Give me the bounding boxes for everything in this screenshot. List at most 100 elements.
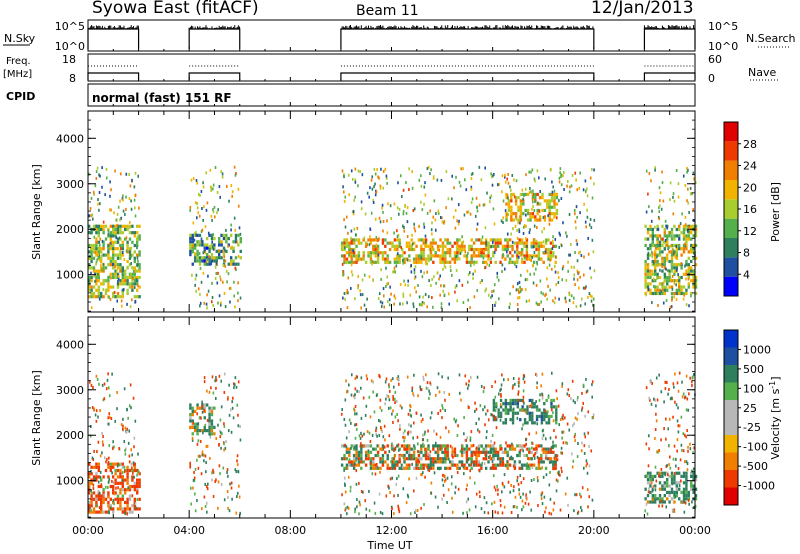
heatmap-cell <box>521 252 524 256</box>
heatmap-cell <box>465 444 469 448</box>
heatmap-cell <box>383 445 386 449</box>
heatmap-cell <box>344 398 347 402</box>
heatmap-cell <box>101 431 103 435</box>
heatmap-cell <box>344 246 346 250</box>
heatmap-cell <box>692 285 695 289</box>
heatmap-cell <box>355 427 358 431</box>
heatmap-cell <box>550 167 552 171</box>
heatmap-cell <box>220 405 223 409</box>
heatmap-cell <box>234 305 236 309</box>
heatmap-cell <box>693 505 695 509</box>
heatmap-cell <box>675 481 679 485</box>
heatmap-cell <box>513 460 517 464</box>
heatmap-cell <box>413 271 416 275</box>
heatmap-cell <box>95 497 98 501</box>
heatmap-cell <box>535 372 537 376</box>
heatmap-cell <box>557 280 560 284</box>
nsky-interval <box>188 28 241 49</box>
heatmap-cell <box>367 444 370 448</box>
heatmap-cell <box>340 241 344 245</box>
heatmap-cell <box>538 196 542 200</box>
heatmap-cell <box>542 450 545 454</box>
heatmap-cell <box>421 208 424 212</box>
heatmap-cell <box>121 253 124 257</box>
heatmap-cell <box>133 295 136 299</box>
heatmap-cell <box>344 297 346 301</box>
heatmap-cell <box>360 207 363 211</box>
heatmap-cell <box>131 466 133 470</box>
heatmap-cell <box>506 213 508 217</box>
heatmap-cell <box>663 471 667 475</box>
heatmap-cell <box>524 256 526 260</box>
heatmap-cell <box>466 436 469 440</box>
heatmap-cell <box>386 260 389 264</box>
heatmap-cell <box>576 278 579 282</box>
heatmap-cell <box>644 509 647 513</box>
heatmap-cell <box>561 267 564 271</box>
heatmap-cell <box>502 402 505 406</box>
heatmap-cell <box>553 467 555 471</box>
heatmap-cell <box>215 378 218 382</box>
freq-trace <box>87 65 696 80</box>
heatmap-cell <box>694 181 697 185</box>
heatmap-cell <box>116 253 120 257</box>
heatmap-cell <box>658 481 662 485</box>
heatmap-cell <box>201 243 204 247</box>
heatmap-cell <box>448 460 452 464</box>
heatmap-cell <box>90 497 93 501</box>
heatmap-cell <box>688 210 690 214</box>
heatmap-cell <box>675 471 679 475</box>
heatmap-cell <box>647 192 649 196</box>
heatmap-cell <box>417 442 419 446</box>
heatmap-cell <box>233 216 236 220</box>
heatmap-cell <box>506 453 509 458</box>
heatmap-cell <box>552 463 555 467</box>
heatmap-cell <box>584 179 587 183</box>
heatmap-cell <box>519 205 523 209</box>
heatmap-cell <box>193 492 196 496</box>
heatmap-cell <box>202 181 204 185</box>
heatmap-cell <box>572 459 575 463</box>
heatmap-cell <box>403 453 406 458</box>
heatmap-cell <box>516 416 519 420</box>
heatmap-cell <box>427 466 430 470</box>
heatmap-cell <box>350 238 353 242</box>
heatmap-cell <box>119 491 122 495</box>
heatmap-cell <box>651 381 653 385</box>
heatmap-cell <box>470 247 473 252</box>
heatmap-cell <box>196 406 199 410</box>
nsearch-label: N.Search <box>746 32 796 45</box>
heatmap-cell <box>466 386 469 390</box>
heatmap-cell <box>92 217 94 221</box>
heatmap-cell <box>546 202 549 206</box>
heatmap-cell <box>490 413 492 417</box>
heatmap-cell <box>126 472 129 476</box>
heatmap-cell <box>692 487 695 491</box>
heatmap-cell <box>359 436 362 440</box>
heatmap-cell <box>523 408 527 412</box>
heatmap-cell <box>650 179 652 183</box>
heatmap-cell <box>346 306 349 310</box>
heatmap-cell <box>690 243 693 248</box>
heatmap-cell <box>361 434 364 438</box>
heatmap-cell <box>360 442 362 446</box>
heatmap-cell <box>553 205 556 209</box>
heatmap-cell <box>687 234 691 238</box>
heatmap-cell <box>105 167 108 171</box>
heatmap-cell <box>524 410 527 414</box>
heatmap-cell <box>475 196 478 200</box>
heatmap-cell <box>499 499 502 503</box>
heatmap-cell <box>666 269 669 273</box>
heatmap-cell <box>109 465 112 469</box>
heatmap-cell <box>583 451 586 455</box>
heatmap-cell <box>513 447 517 451</box>
heatmap-cell <box>388 466 392 470</box>
heatmap-cell <box>463 463 466 467</box>
heatmap-cell <box>516 254 519 258</box>
heatmap-cell <box>678 243 681 248</box>
heatmap-cell <box>388 389 391 393</box>
heatmap-cell <box>508 257 512 261</box>
heatmap-cell <box>537 244 541 248</box>
heatmap-cell <box>202 431 204 435</box>
heatmap-cell <box>366 297 368 301</box>
